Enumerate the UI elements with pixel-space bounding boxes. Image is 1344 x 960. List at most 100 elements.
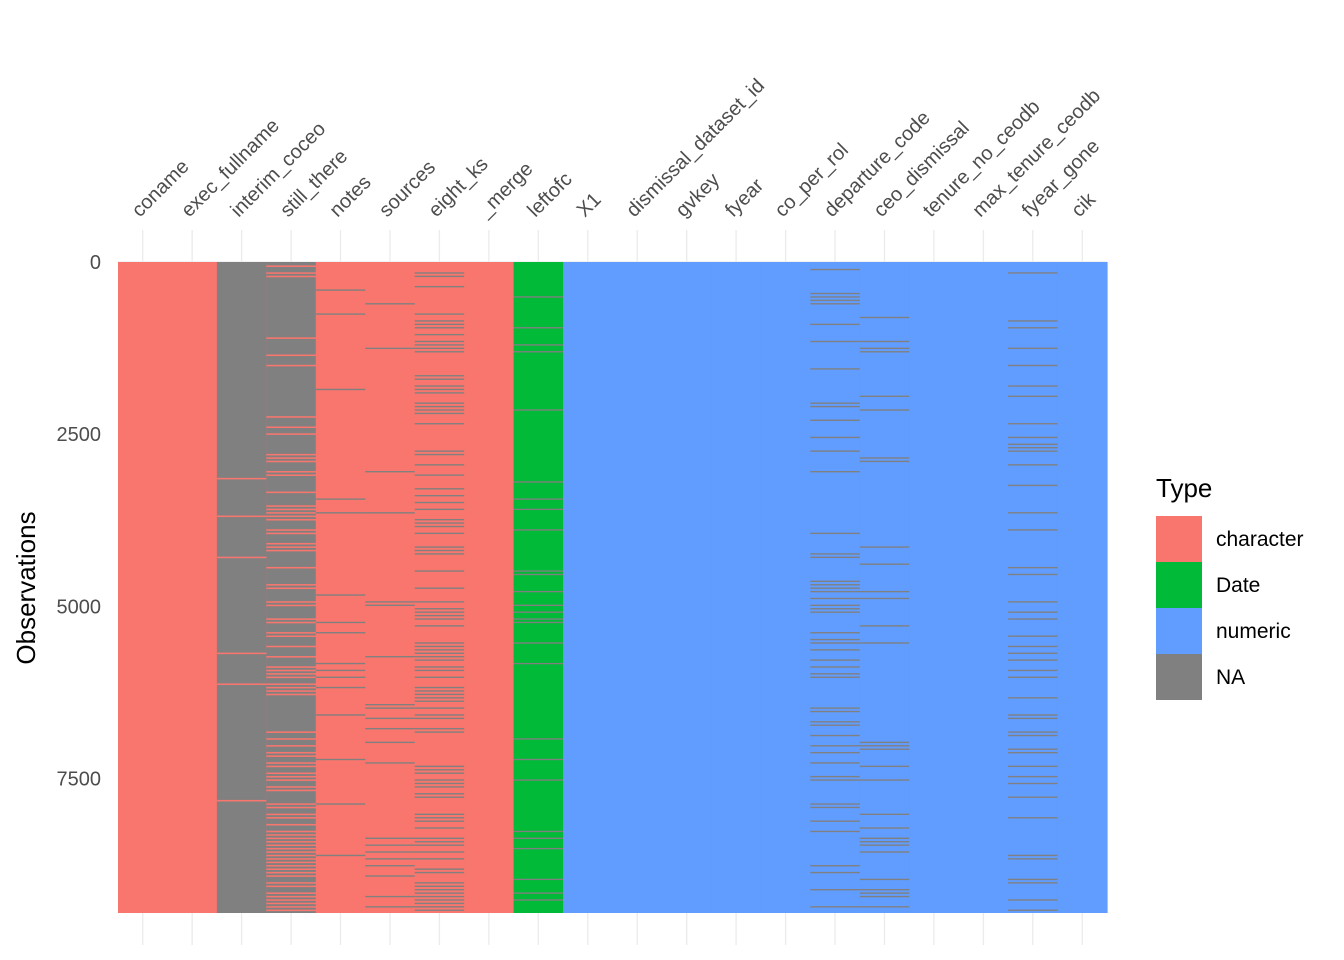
na-cell-sources bbox=[365, 703, 416, 706]
na-cell-departure_code bbox=[810, 721, 861, 723]
column-label-X1: X1 bbox=[573, 189, 606, 222]
y-tick-label: 5000 bbox=[57, 596, 102, 618]
na-cell-eight_ks bbox=[414, 618, 465, 620]
present-cell-still_there bbox=[266, 745, 317, 747]
present-cell-still_there bbox=[266, 871, 317, 874]
na-cell-leftofc bbox=[513, 758, 564, 761]
na-cell-leftofc bbox=[513, 837, 564, 839]
na-cell-eight_ks bbox=[414, 717, 465, 720]
na-cell-ceo_dismissal bbox=[859, 741, 910, 744]
present-cell-still_there bbox=[266, 515, 317, 518]
present-cell-interim_coceo bbox=[216, 477, 267, 480]
legend-title: Type bbox=[1156, 473, 1212, 503]
y-tick-label: 0 bbox=[90, 252, 101, 274]
na-cell-ceo_dismissal bbox=[859, 895, 910, 898]
present-cell-still_there bbox=[266, 272, 317, 274]
na-cell-eight_ks bbox=[414, 690, 465, 692]
na-cell-eight_ks bbox=[414, 409, 465, 411]
present-cell-still_there bbox=[266, 823, 317, 826]
na-cell-fyear_gone bbox=[1008, 659, 1059, 661]
na-cell-eight_ks bbox=[414, 906, 465, 908]
present-cell-still_there bbox=[266, 865, 317, 867]
na-cell-notes bbox=[315, 594, 366, 596]
na-cell-sources bbox=[365, 303, 416, 305]
na-cell-eight_ks bbox=[414, 697, 465, 699]
present-cell-still_there bbox=[266, 532, 317, 535]
na-cell-eight_ks bbox=[414, 412, 465, 415]
na-cell-eight_ks bbox=[414, 323, 465, 326]
present-cell-still_there bbox=[266, 669, 317, 672]
y-tick-label: 7500 bbox=[57, 769, 102, 791]
present-cell-still_there bbox=[266, 834, 317, 836]
na-cell-fyear_gone bbox=[1008, 464, 1059, 466]
present-cell-still_there bbox=[266, 837, 317, 840]
na-cell-departure_code bbox=[810, 436, 861, 439]
present-cell-still_there bbox=[266, 906, 317, 908]
na-cell-fyear_gone bbox=[1008, 450, 1059, 452]
na-cell-eight_ks bbox=[414, 464, 465, 466]
na-cell-leftofc bbox=[513, 498, 564, 500]
na-cell-departure_code bbox=[810, 734, 861, 737]
legend-key-character bbox=[1156, 516, 1202, 562]
column-label-cik: cik bbox=[1067, 188, 1101, 222]
na-cell-fyear_gone bbox=[1008, 484, 1059, 487]
present-cell-still_there bbox=[266, 416, 317, 418]
present-cell-interim_coceo bbox=[216, 799, 267, 802]
na-cell-leftofc bbox=[513, 830, 564, 833]
present-cell-still_there bbox=[266, 775, 317, 778]
na-cell-sources bbox=[365, 707, 416, 709]
present-cell-still_there bbox=[266, 844, 317, 847]
na-cell-sources bbox=[365, 858, 416, 860]
na-cell-notes bbox=[315, 512, 366, 514]
na-cell-eight_ks bbox=[414, 817, 465, 819]
present-cell-still_there bbox=[266, 830, 317, 833]
na-cell-departure_code bbox=[810, 608, 861, 610]
present-cell-still_there bbox=[266, 902, 317, 905]
na-cell-fyear_gone bbox=[1008, 796, 1059, 798]
na-cell-sources bbox=[365, 906, 416, 908]
na-cell-departure_code bbox=[810, 587, 861, 589]
present-cell-still_there bbox=[266, 457, 317, 459]
na-cell-eight_ks bbox=[414, 707, 465, 709]
na-cell-eight_ks bbox=[414, 494, 465, 497]
na-cell-eight_ks bbox=[414, 378, 465, 380]
na-cell-eight_ks bbox=[414, 327, 465, 329]
na-cell-eight_ks bbox=[414, 375, 465, 377]
na-cell-eight_ks bbox=[414, 645, 465, 648]
na-cell-eight_ks bbox=[414, 796, 465, 798]
na-cell-sources bbox=[365, 604, 416, 607]
na-cell-eight_ks bbox=[414, 625, 465, 627]
present-cell-still_there bbox=[266, 841, 317, 843]
present-cell-still_there bbox=[266, 587, 317, 590]
na-cell-ceo_dismissal bbox=[859, 457, 910, 459]
na-cell-notes bbox=[315, 662, 366, 665]
na-cell-leftofc bbox=[513, 570, 564, 572]
na-cell-eight_ks bbox=[414, 614, 465, 617]
na-cell-departure_code bbox=[810, 871, 861, 874]
na-cell-eight_ks bbox=[414, 885, 465, 887]
cell-dismissal_dataset_id bbox=[612, 262, 663, 913]
cell-leftofc bbox=[513, 262, 564, 913]
y-tick-label: 2500 bbox=[57, 424, 102, 446]
na-cell-departure_code bbox=[810, 830, 861, 833]
na-cell-departure_code bbox=[810, 303, 861, 305]
present-cell-still_there bbox=[266, 656, 317, 658]
na-cell-leftofc bbox=[513, 878, 564, 881]
legend-key-na bbox=[1156, 654, 1202, 700]
na-cell-leftofc bbox=[513, 590, 564, 593]
na-cell-sources bbox=[365, 601, 416, 603]
na-cell-eight_ks bbox=[414, 272, 465, 274]
present-cell-still_there bbox=[266, 512, 317, 514]
present-cell-still_there bbox=[266, 518, 317, 521]
na-cell-notes bbox=[315, 289, 366, 291]
na-cell-leftofc bbox=[513, 621, 564, 624]
present-cell-still_there bbox=[266, 621, 317, 624]
na-cell-eight_ks bbox=[414, 782, 465, 785]
na-cell-eight_ks bbox=[414, 786, 465, 788]
present-cell-still_there bbox=[266, 875, 317, 877]
present-cell-still_there bbox=[266, 275, 317, 278]
present-cell-still_there bbox=[266, 529, 317, 531]
na-cell-eight_ks bbox=[414, 909, 465, 911]
na-cell-eight_ks bbox=[414, 405, 465, 408]
na-cell-fyear_gone bbox=[1008, 714, 1059, 716]
